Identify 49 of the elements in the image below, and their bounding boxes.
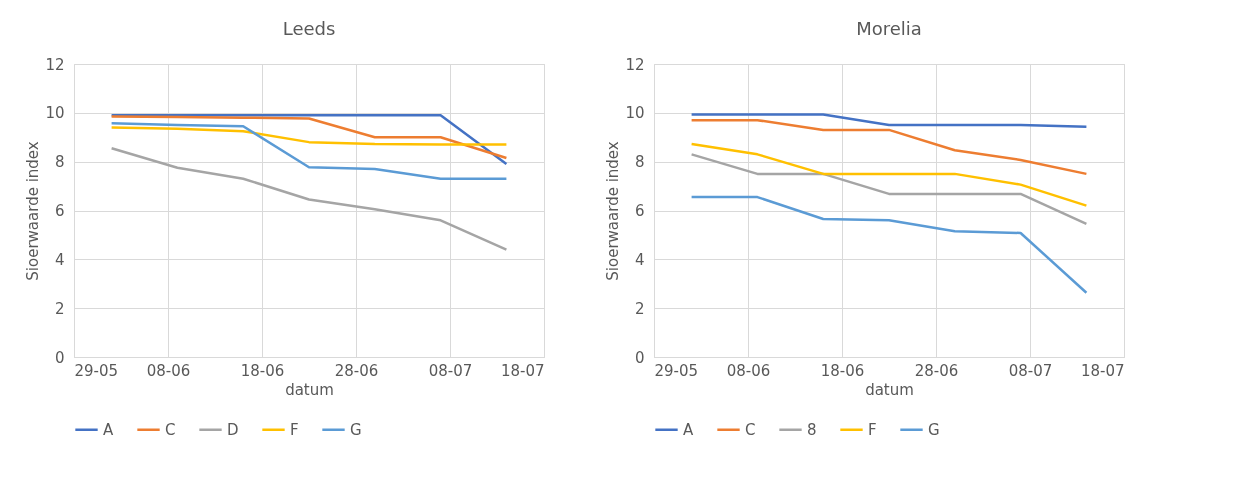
y-tick-label: 10 xyxy=(625,104,645,123)
line-series xyxy=(690,142,1088,207)
y-tick-label: 12 xyxy=(625,55,645,74)
x-tick-label: 29-05 xyxy=(74,361,119,380)
line-series xyxy=(110,126,508,146)
legend-label: G xyxy=(928,420,940,439)
chart-title: Morelia xyxy=(856,18,922,39)
line-series xyxy=(690,153,1088,226)
line-series xyxy=(690,118,1088,176)
y-tick-label: 6 xyxy=(634,202,645,220)
y-tick-label: 10 xyxy=(45,104,65,123)
x-tick-label: 28-06 xyxy=(914,361,959,380)
y-tick-label: 2 xyxy=(634,299,645,318)
legend-label: G xyxy=(350,420,362,439)
x-tick-label: 18-07 xyxy=(500,361,545,380)
line-series xyxy=(110,122,508,181)
x-tick-label: 28-06 xyxy=(334,361,379,380)
x-tick-label: 08-06 xyxy=(146,361,191,380)
x-axis-title: datum xyxy=(865,380,914,399)
legend-label: 8 xyxy=(807,420,817,439)
x-tick-label: 08-07 xyxy=(428,361,473,380)
line-series xyxy=(110,146,508,251)
x-tick-label: 08-07 xyxy=(1008,361,1053,380)
y-tick-label: 12 xyxy=(45,55,65,74)
x-tick-label: 18-06 xyxy=(820,361,865,380)
x-tick-label: 29-05 xyxy=(654,361,699,380)
y-axis-title: Sioerwaarde index xyxy=(604,141,623,281)
y-axis-title: Sioerwaarde index xyxy=(24,141,43,281)
legend-label: A xyxy=(103,420,114,439)
legend-label: D xyxy=(227,420,239,439)
y-tick-label: 8 xyxy=(54,153,65,172)
legend-label: C xyxy=(165,420,176,439)
y-tick-label: 4 xyxy=(54,250,65,269)
legend-label: C xyxy=(745,420,756,439)
x-tick-label: 18-07 xyxy=(1080,361,1125,380)
y-tick-label: 8 xyxy=(634,153,645,172)
legend-label: A xyxy=(683,420,694,439)
x-axis-title: datum xyxy=(285,380,334,399)
x-tick-label: 08-06 xyxy=(726,361,771,380)
y-tick-label: 2 xyxy=(54,299,65,318)
legend-label: F xyxy=(868,420,877,439)
y-tick-label: 6 xyxy=(54,202,65,220)
y-tick-label: 0 xyxy=(54,348,65,367)
line-series xyxy=(690,195,1088,295)
x-tick-label: 18-06 xyxy=(240,361,285,380)
y-tick-label: 4 xyxy=(634,250,645,269)
chart-title: Leeds xyxy=(282,18,336,39)
legend-label: F xyxy=(290,420,299,439)
y-tick-label: 0 xyxy=(634,348,645,367)
